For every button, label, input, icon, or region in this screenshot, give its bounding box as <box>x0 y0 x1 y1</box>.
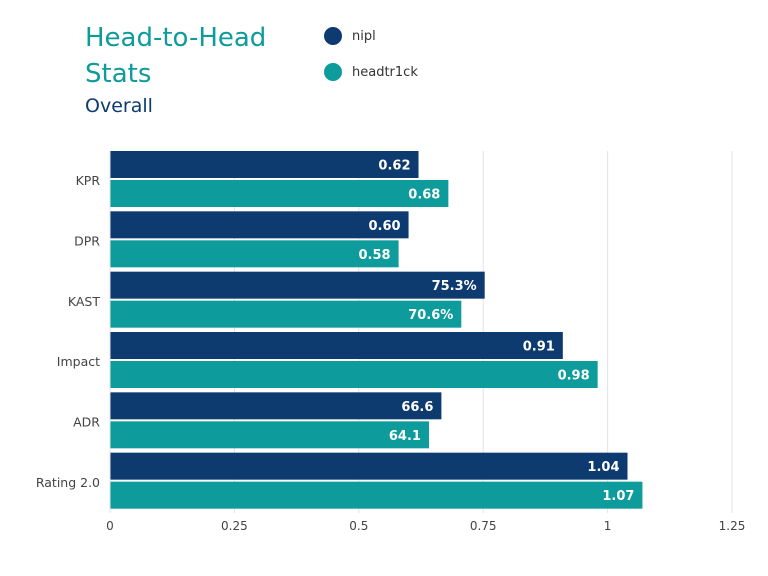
legend-label-nipl: nipl <box>352 28 376 44</box>
legend-item-nipl: nipl <box>324 26 418 46</box>
bar-nipl-kpr <box>110 151 419 178</box>
data-label: 70.6% <box>408 308 453 323</box>
bar-headtr1ck-rating-2-0 <box>110 481 643 509</box>
category-label: ADR <box>73 415 100 430</box>
category-label: KAST <box>68 294 100 309</box>
bar-headtr1ck-adr <box>110 421 429 449</box>
bar-nipl-rating-2-0 <box>110 452 628 480</box>
category-label: Impact <box>57 354 100 369</box>
bar-headtr1ck-dpr <box>110 240 399 268</box>
data-label: 0.62 <box>378 159 410 174</box>
data-label: 64.1 <box>389 429 421 444</box>
data-label: 0.60 <box>368 219 400 234</box>
x-tick-label: 0 <box>106 519 114 533</box>
data-label: 0.58 <box>359 248 391 263</box>
bar-nipl-impact <box>110 332 563 359</box>
bar-headtr1ck-kast <box>110 300 462 328</box>
data-label: 75.3% <box>432 279 477 294</box>
data-label: 1.04 <box>587 460 619 475</box>
category-label: KPR <box>76 173 101 188</box>
category-label: DPR <box>74 234 100 249</box>
chart-subtitle: Overall <box>85 95 153 117</box>
data-label: 0.68 <box>408 188 440 203</box>
x-tick-label: 0.75 <box>470 519 497 533</box>
x-tick-label: 1.25 <box>719 519 746 533</box>
legend: nipl headtr1ck <box>324 26 418 98</box>
legend-item-headtr1ck: headtr1ck <box>324 62 418 82</box>
legend-swatch-headtr1ck <box>324 63 342 81</box>
bar-nipl-dpr <box>110 211 409 239</box>
category-label: Rating 2.0 <box>36 475 100 490</box>
bar-headtr1ck-impact <box>110 361 598 388</box>
x-tick-label: 1 <box>604 519 612 533</box>
legend-swatch-nipl <box>324 27 342 45</box>
data-label: 0.91 <box>523 340 555 355</box>
x-tick-label: 0.25 <box>221 519 248 533</box>
bar-nipl-kast <box>110 271 485 299</box>
x-tick-label: 0.5 <box>349 519 368 533</box>
data-label: 0.98 <box>558 369 590 384</box>
data-label: 66.6 <box>401 400 433 415</box>
legend-label-headtr1ck: headtr1ck <box>352 64 418 80</box>
chart-title: Head-to-Head Stats <box>85 23 267 89</box>
bar-headtr1ck-kpr <box>110 180 449 207</box>
data-label: 1.07 <box>602 489 634 504</box>
bar-nipl-adr <box>110 392 442 420</box>
